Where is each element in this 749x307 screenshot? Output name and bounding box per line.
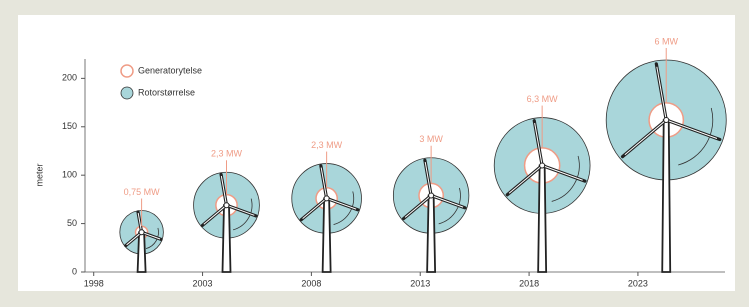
x-tick-label: 2018	[519, 278, 539, 288]
y-tick-label: 150	[62, 121, 77, 131]
x-tick-label: 1998	[84, 278, 104, 288]
generator-label: 3 MW	[419, 134, 443, 144]
tower	[323, 198, 331, 272]
generator-label: 2,3 MW	[211, 149, 243, 159]
tower	[427, 196, 435, 272]
tower	[222, 205, 230, 272]
legend-swatch	[121, 87, 133, 99]
x-tick-label: 2013	[410, 278, 430, 288]
tower	[662, 120, 670, 272]
legend-label: Generatorytelse	[138, 65, 202, 75]
y-tick-label: 50	[67, 218, 77, 228]
hub	[324, 196, 329, 201]
hub	[139, 230, 144, 235]
tower	[138, 232, 146, 272]
x-tick-label: 2023	[628, 278, 648, 288]
generator-label: 6 MW	[654, 36, 678, 46]
hub	[224, 203, 229, 208]
y-tick-label: 200	[62, 73, 77, 83]
legend-swatch	[121, 65, 133, 77]
x-tick-label: 2003	[193, 278, 213, 288]
chart: meter 0 50 100 150 200 1998 2003 2008 2013 2018 20…	[0, 0, 749, 302]
hub	[664, 117, 669, 122]
y-axis-label: meter	[34, 163, 44, 186]
page: {"chart_data": {"type": "bubble", "ylabe…	[0, 0, 749, 302]
tower	[538, 166, 546, 273]
y-tick-label: 0	[72, 266, 77, 276]
x-tick-label: 2008	[301, 278, 321, 288]
hub	[429, 193, 434, 198]
generator-label: 2,3 MW	[311, 140, 343, 150]
y-tick-label: 100	[62, 170, 77, 180]
legend-label: Rotorstørrelse	[138, 87, 195, 97]
generator-label: 6,3 MW	[527, 94, 559, 104]
generator-label: 0,75 MW	[124, 187, 161, 197]
hub	[540, 163, 545, 168]
